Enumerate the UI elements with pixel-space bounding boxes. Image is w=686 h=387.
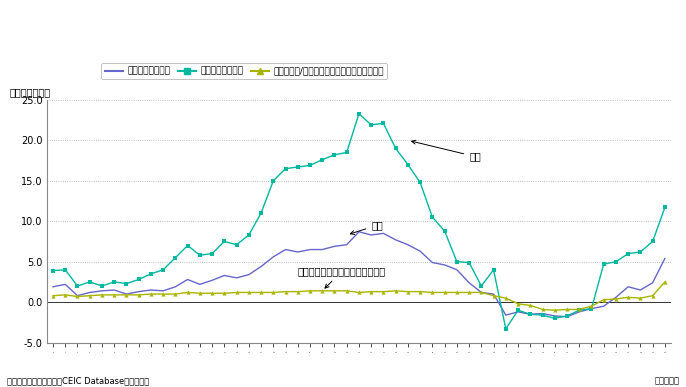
Text: （年／月）: （年／月） [654,376,679,385]
Text: コア（食品とエネルギーを除く）: コア（食品とエネルギーを除く） [298,266,386,288]
Text: 総合: 総合 [351,220,383,235]
Legend: 消費者物価／総合, 消費者物価／食品, 消費者物価/コア（食品とエネルギーを除く）: 消費者物価／総合, 消費者物価／食品, 消費者物価/コア（食品とエネルギーを除く… [102,63,387,79]
Text: （前年比、％）: （前年比、％） [10,87,51,98]
Text: 資料：中国国家統計局、CEIC Databaseから作成。: 資料：中国国家統計局、CEIC Databaseから作成。 [7,376,149,385]
Text: 食品: 食品 [412,140,481,161]
